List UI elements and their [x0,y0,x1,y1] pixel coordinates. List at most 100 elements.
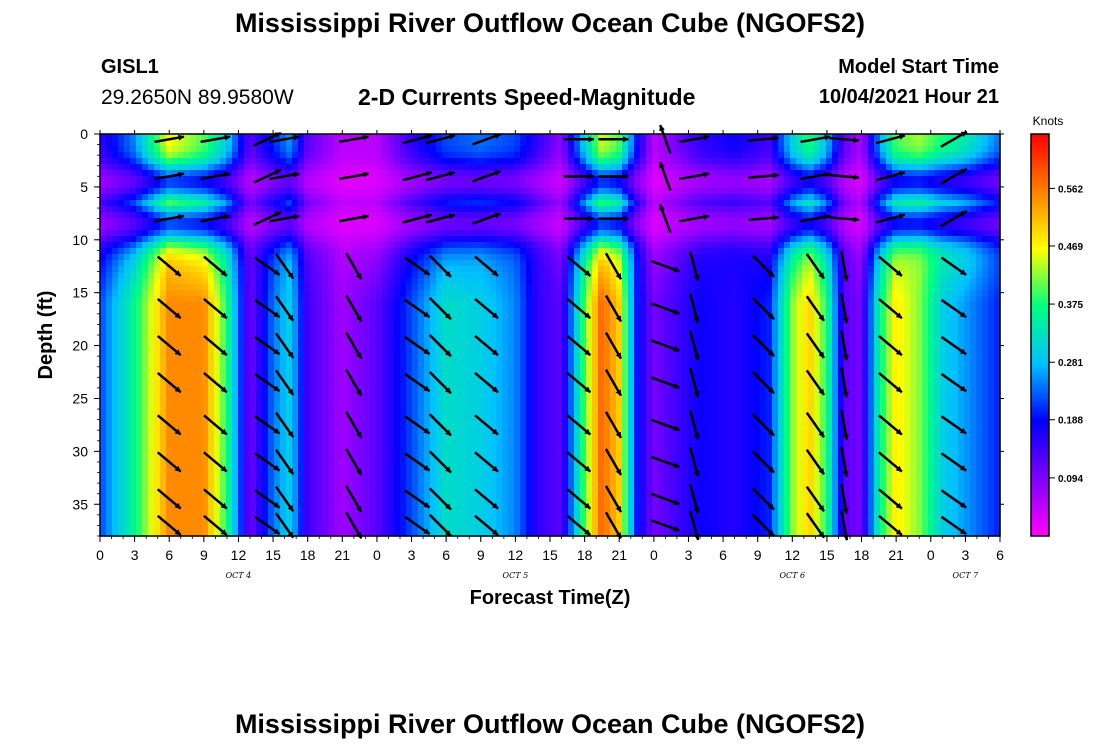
current-vector [940,489,967,509]
x-tick-label: 9 [477,547,485,563]
x-tick-label: 21 [611,547,627,563]
current-vector [474,297,499,320]
current-vector [156,297,182,320]
current-vector [402,170,433,182]
current-vector [805,332,826,359]
y-tick-label: 35 [72,496,88,512]
current-vector [156,451,182,473]
current-vector [689,410,700,440]
current-vector [689,251,700,282]
current-vector [425,133,456,145]
current-vector [659,204,672,234]
current-vector [805,512,826,539]
current-vector [751,371,775,395]
y-axis-label: Depth (ft) [35,291,57,380]
current-vector [566,488,592,510]
x-tick-label: 0 [650,547,658,563]
current-vector [428,254,452,278]
current-vector [840,446,849,478]
current-vector [650,455,680,469]
current-vector [156,255,182,277]
x-tick-label: 15 [542,547,558,563]
current-vector [659,124,672,154]
current-vector [566,414,592,436]
current-vector [254,298,281,319]
current-vector [940,256,967,276]
current-vector [274,448,295,475]
current-vector [345,511,363,540]
current-vector [604,485,623,513]
x-tick-label: 3 [685,547,693,563]
current-vector [805,448,826,475]
date-label: OCT 6 [779,571,805,580]
current-vector [748,172,779,179]
current-vector [829,173,860,181]
current-vector [751,334,775,358]
x-axis-label: Forecast Time(Z) [470,587,631,609]
x-tick-label: 21 [335,547,351,563]
current-vector [878,334,903,357]
current-vector [254,415,281,435]
current-vector [274,253,295,280]
current-vector [940,452,967,472]
x-tick-label: 3 [131,547,139,563]
x-tick-label: 6 [165,547,173,563]
current-vector [748,214,779,222]
current-vector [156,514,182,537]
current-vector [689,293,700,324]
current-vector [254,372,281,393]
current-vector [428,487,452,511]
current-vector [425,213,456,224]
current-vector [203,451,228,473]
colorbar-tick-label: 0.281 [1058,358,1083,369]
current-vector [751,297,775,321]
x-tick-label: 9 [200,547,208,563]
x-tick-label: 0 [96,547,104,563]
x-tick-label: 0 [927,547,935,563]
current-vector [254,489,281,509]
colorbar-tick-label: 0.469 [1058,242,1083,253]
current-vector [154,171,185,181]
current-vector [679,171,710,181]
current-vector [805,253,826,280]
current-vector [800,214,831,223]
current-vector [659,161,672,191]
current-vector [689,367,700,398]
station-coordinates: 29.2650N 89.9580W [101,86,294,109]
current-vector [200,214,231,223]
date-labels: OCT 4 OCT 5 OCT 6 OCT 7 [226,571,979,580]
current-vector [345,252,363,280]
main-title: Mississippi River Outflow Ocean Cube (NG… [234,8,866,38]
current-vector [940,335,967,356]
current-vector [878,488,903,510]
current-vector [474,372,499,394]
current-vector [404,298,431,319]
current-vector [338,214,370,223]
current-vector [345,331,363,360]
chart-subtitle: 2-D Currents Speed-Magnitude [358,84,696,110]
current-vector [805,369,826,396]
current-vector [404,335,431,356]
current-vector [474,514,499,537]
current-vector [650,519,680,532]
model-start-label: Model Start Time [838,56,999,78]
current-vector [154,214,185,223]
current-vector [751,487,775,511]
current-vector [428,450,452,474]
current-vector [203,514,228,537]
current-vector [875,133,906,145]
current-vector [805,411,826,438]
current-vector [829,216,860,223]
current-vector [428,371,452,395]
current-vector [604,294,623,323]
current-vector [679,134,710,144]
current-vector [689,484,700,514]
current-vector [402,213,433,224]
date-label: OCT 7 [953,571,980,580]
current-vector [428,413,452,437]
current-vector [345,294,363,323]
current-vector [940,298,967,319]
current-vector [474,488,499,510]
current-vector [689,330,700,361]
